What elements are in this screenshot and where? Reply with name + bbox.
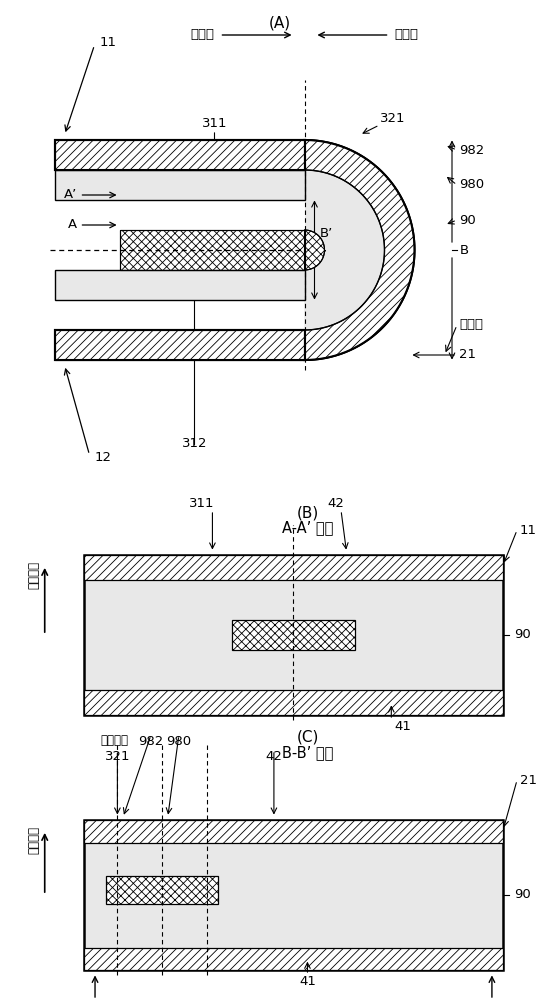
- Bar: [106, 876, 218, 904]
- Polygon shape: [305, 140, 414, 360]
- Text: B: B: [459, 243, 468, 256]
- Text: 内周端: 内周端: [181, 263, 205, 276]
- Bar: [84, 948, 503, 970]
- Polygon shape: [305, 170, 385, 330]
- Bar: [54, 140, 305, 170]
- Polygon shape: [305, 230, 324, 270]
- Text: 321: 321: [380, 112, 405, 125]
- Text: (B): (B): [296, 505, 319, 520]
- Text: 90: 90: [514, 629, 531, 642]
- Text: 41: 41: [299, 975, 316, 988]
- Bar: [54, 270, 305, 300]
- Bar: [54, 330, 305, 360]
- Bar: [54, 330, 305, 360]
- Text: 12: 12: [94, 451, 111, 464]
- Bar: [54, 270, 305, 300]
- Bar: [84, 820, 503, 842]
- Text: 21: 21: [520, 774, 537, 786]
- Bar: [84, 820, 503, 970]
- Text: 直线部: 直线部: [191, 28, 215, 41]
- Text: 982: 982: [459, 143, 485, 156]
- Text: (A): (A): [268, 15, 291, 30]
- Bar: [54, 330, 305, 360]
- Text: 宽度方向: 宽度方向: [101, 734, 129, 746]
- Bar: [54, 200, 305, 300]
- Text: 外周端: 外周端: [459, 318, 484, 332]
- Text: 321: 321: [105, 750, 130, 763]
- Text: 11: 11: [520, 524, 537, 536]
- Text: 弯曲部: 弯曲部: [395, 28, 419, 41]
- Text: 311: 311: [188, 497, 214, 510]
- Text: A’: A’: [64, 188, 77, 202]
- Text: 41: 41: [394, 720, 411, 733]
- Bar: [54, 140, 305, 170]
- Text: 厚度方向: 厚度方向: [27, 561, 40, 589]
- Bar: [232, 620, 355, 650]
- Bar: [54, 270, 305, 300]
- Bar: [54, 270, 305, 300]
- Bar: [54, 170, 305, 230]
- Text: 厚度方向: 厚度方向: [27, 826, 40, 854]
- Text: 980: 980: [459, 178, 485, 192]
- Text: A-A’ 截面: A-A’ 截面: [282, 520, 333, 535]
- Bar: [120, 230, 305, 270]
- Text: 11: 11: [100, 36, 116, 49]
- Bar: [84, 555, 503, 715]
- Text: B’: B’: [320, 227, 333, 240]
- Text: 980: 980: [167, 735, 191, 748]
- Bar: [54, 170, 305, 200]
- Text: (C): (C): [296, 730, 319, 745]
- Polygon shape: [305, 170, 385, 330]
- Bar: [84, 690, 503, 715]
- Text: B-B’ 截面: B-B’ 截面: [282, 745, 333, 760]
- Bar: [54, 200, 305, 230]
- Text: 42: 42: [327, 497, 344, 510]
- Polygon shape: [305, 140, 414, 360]
- Text: 311: 311: [202, 117, 228, 130]
- Bar: [54, 140, 305, 170]
- Text: 21: 21: [459, 349, 476, 361]
- Text: 90: 90: [514, 888, 531, 902]
- Text: 312: 312: [182, 437, 207, 450]
- Text: 90: 90: [459, 214, 476, 227]
- Text: A: A: [68, 219, 77, 232]
- Bar: [120, 230, 305, 270]
- Bar: [84, 555, 503, 580]
- Text: 42: 42: [266, 750, 282, 763]
- Text: 982: 982: [138, 735, 164, 748]
- Bar: [54, 170, 305, 230]
